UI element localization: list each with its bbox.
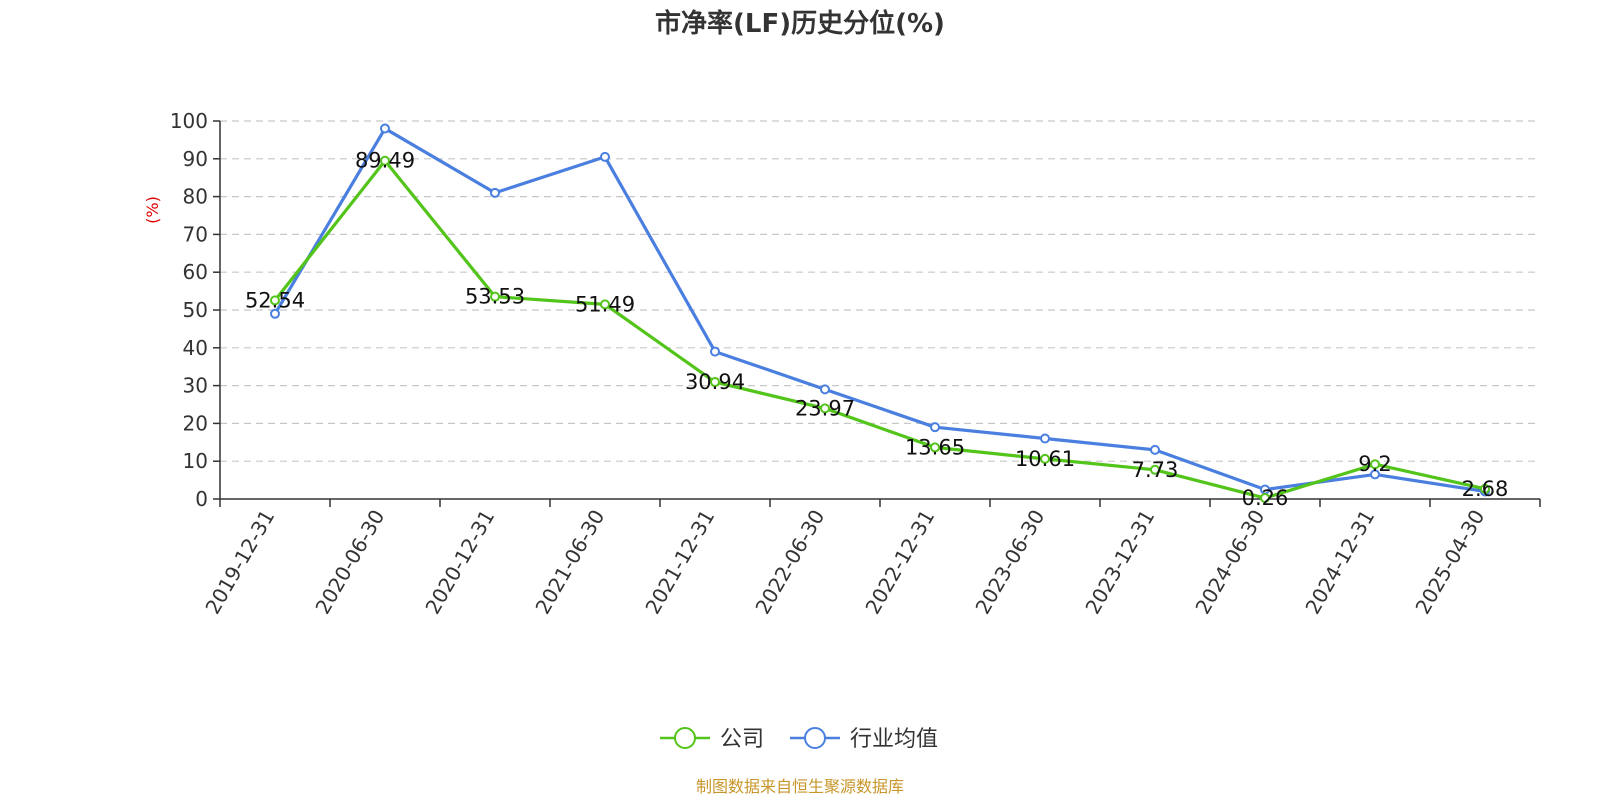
y-tick-label: 100 [170, 109, 208, 133]
y-tick-label: 10 [183, 449, 208, 473]
data-label: 10.61 [1015, 447, 1075, 471]
y-tick-label: 90 [183, 147, 208, 171]
source-note: 制图数据来自恒生聚源数据库 [696, 777, 904, 796]
series-layer [270, 123, 1490, 504]
grid-lines [220, 120, 1540, 462]
x-tick-label: 2024-06-30 [1190, 506, 1269, 619]
data-label: 30.94 [685, 370, 745, 394]
data-point-series-1[interactable] [710, 346, 720, 357]
data-point-series-0[interactable] [490, 291, 500, 302]
legend-industry-average-label: 行业均值 [850, 727, 938, 752]
x-tick-label: 2022-06-30 [750, 506, 829, 619]
data-point-series-1[interactable] [490, 187, 500, 198]
data-label: 53.53 [465, 285, 525, 309]
data-point-series-0[interactable] [1480, 483, 1490, 494]
y-tick-label: 60 [183, 260, 208, 284]
x-tick-label: 2019-12-31 [200, 506, 279, 619]
data-labels: 52.54 89.49 53.53 51.49 30.94 23.97 13.65 10.61… [245, 149, 1508, 510]
x-tick-label: 2021-12-31 [640, 506, 719, 619]
data-point-series-0[interactable] [1260, 493, 1270, 504]
data-label: 0.26 [1242, 486, 1289, 510]
legend-item-company[interactable]: 公司 [660, 727, 764, 752]
x-tick-label: 2020-06-30 [310, 506, 389, 619]
y-tick-label: 80 [183, 185, 208, 209]
data-point-series-0[interactable] [820, 403, 830, 414]
data-point-series-0[interactable] [1150, 464, 1160, 475]
legend-company-marker [674, 727, 696, 749]
data-point-series-1[interactable] [270, 308, 280, 319]
y-tick-label: 0 [195, 487, 208, 511]
data-label: 51.49 [575, 292, 635, 316]
data-label: 52.54 [245, 288, 305, 312]
data-point-series-1[interactable] [930, 422, 940, 433]
data-label: 9.2 [1358, 452, 1391, 476]
y-axis-unit-label: (%) [143, 196, 162, 224]
series-line-0 [273, 159, 1486, 500]
data-label: 89.49 [355, 149, 415, 173]
data-label: 2.68 [1462, 477, 1509, 501]
data-point-series-1[interactable] [1370, 469, 1380, 480]
legend-industry-average-marker [804, 727, 826, 749]
data-point-series-1[interactable] [380, 123, 390, 134]
x-tick-label: 2022-12-31 [860, 506, 939, 619]
x-tick-label: 2020-12-31 [420, 506, 499, 619]
data-point-series-1[interactable] [600, 151, 610, 162]
data-point-series-0[interactable] [1370, 459, 1380, 470]
chart-title: 市净率(LF)历史分位(%) [655, 8, 945, 39]
series-line-1 [273, 126, 1486, 494]
y-tick-label: 20 [183, 411, 208, 435]
data-label: 13.65 [905, 435, 965, 459]
y-tick-label: 50 [183, 298, 208, 322]
x-tick-label: 2024-12-31 [1300, 506, 1379, 619]
data-point-series-0[interactable] [270, 295, 280, 306]
legend-item-industry-average[interactable]: 行业均值 [790, 727, 938, 752]
x-tick-label: 2023-12-31 [1080, 506, 1159, 619]
y-tick-label: 30 [183, 374, 208, 398]
axes: 0 10 20 30 40 50 60 70 80 90 100 2019-12-31 2020-06-… [170, 109, 1541, 619]
data-point-series-0[interactable] [380, 155, 390, 166]
data-point-series-0[interactable] [710, 377, 720, 388]
data-point-series-0[interactable] [930, 442, 940, 453]
x-tick-label: 2023-06-30 [970, 506, 1049, 619]
data-point-series-0[interactable] [1040, 453, 1050, 464]
data-point-series-1[interactable] [1150, 444, 1160, 455]
data-label: 7.73 [1132, 458, 1179, 482]
data-label: 23.97 [795, 396, 855, 420]
data-point-series-1[interactable] [1040, 433, 1050, 444]
y-tick-label: 70 [183, 222, 208, 246]
legend: 公司 行业均值 [660, 727, 938, 752]
legend-company-label: 公司 [720, 727, 764, 752]
y-tick-label: 40 [183, 336, 208, 360]
x-tick-label: 2021-06-30 [530, 506, 609, 619]
data-point-series-0[interactable] [600, 299, 610, 310]
x-tick-label: 2025-04-30 [1410, 506, 1489, 619]
data-point-series-1[interactable] [820, 384, 830, 395]
